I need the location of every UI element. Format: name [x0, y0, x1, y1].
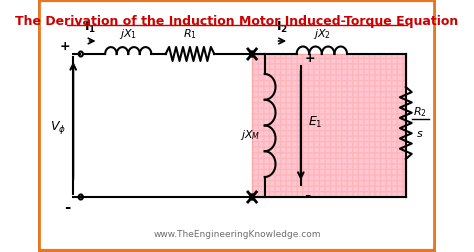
- Bar: [252, 55, 406, 197]
- Text: -: -: [304, 187, 310, 202]
- Text: $R_1$: $R_1$: [183, 27, 197, 41]
- Text: +: +: [60, 40, 71, 53]
- Bar: [252, 55, 406, 197]
- Text: The Derivation of the Induction Motor Induced-Torque Equation: The Derivation of the Induction Motor In…: [15, 15, 459, 28]
- Text: $jX_M$: $jX_M$: [240, 128, 261, 141]
- Text: $jX_2$: $jX_2$: [313, 27, 331, 41]
- Text: $\mathbf{I_2}$: $\mathbf{I_2}$: [276, 20, 288, 35]
- Text: -: -: [64, 199, 71, 214]
- Circle shape: [250, 52, 255, 58]
- Circle shape: [250, 194, 255, 200]
- Text: $s$: $s$: [416, 129, 424, 138]
- Text: $V_\phi$: $V_\phi$: [50, 118, 66, 135]
- Text: $\mathbf{I_1}$: $\mathbf{I_1}$: [84, 20, 96, 35]
- Text: +: +: [304, 52, 315, 65]
- Text: $R_2$: $R_2$: [412, 105, 427, 118]
- FancyBboxPatch shape: [39, 1, 435, 251]
- Text: $E_1$: $E_1$: [308, 114, 322, 129]
- Text: $jX_1$: $jX_1$: [118, 27, 137, 41]
- Text: www.TheEngineeringKnowledge.com: www.TheEngineeringKnowledge.com: [153, 229, 321, 238]
